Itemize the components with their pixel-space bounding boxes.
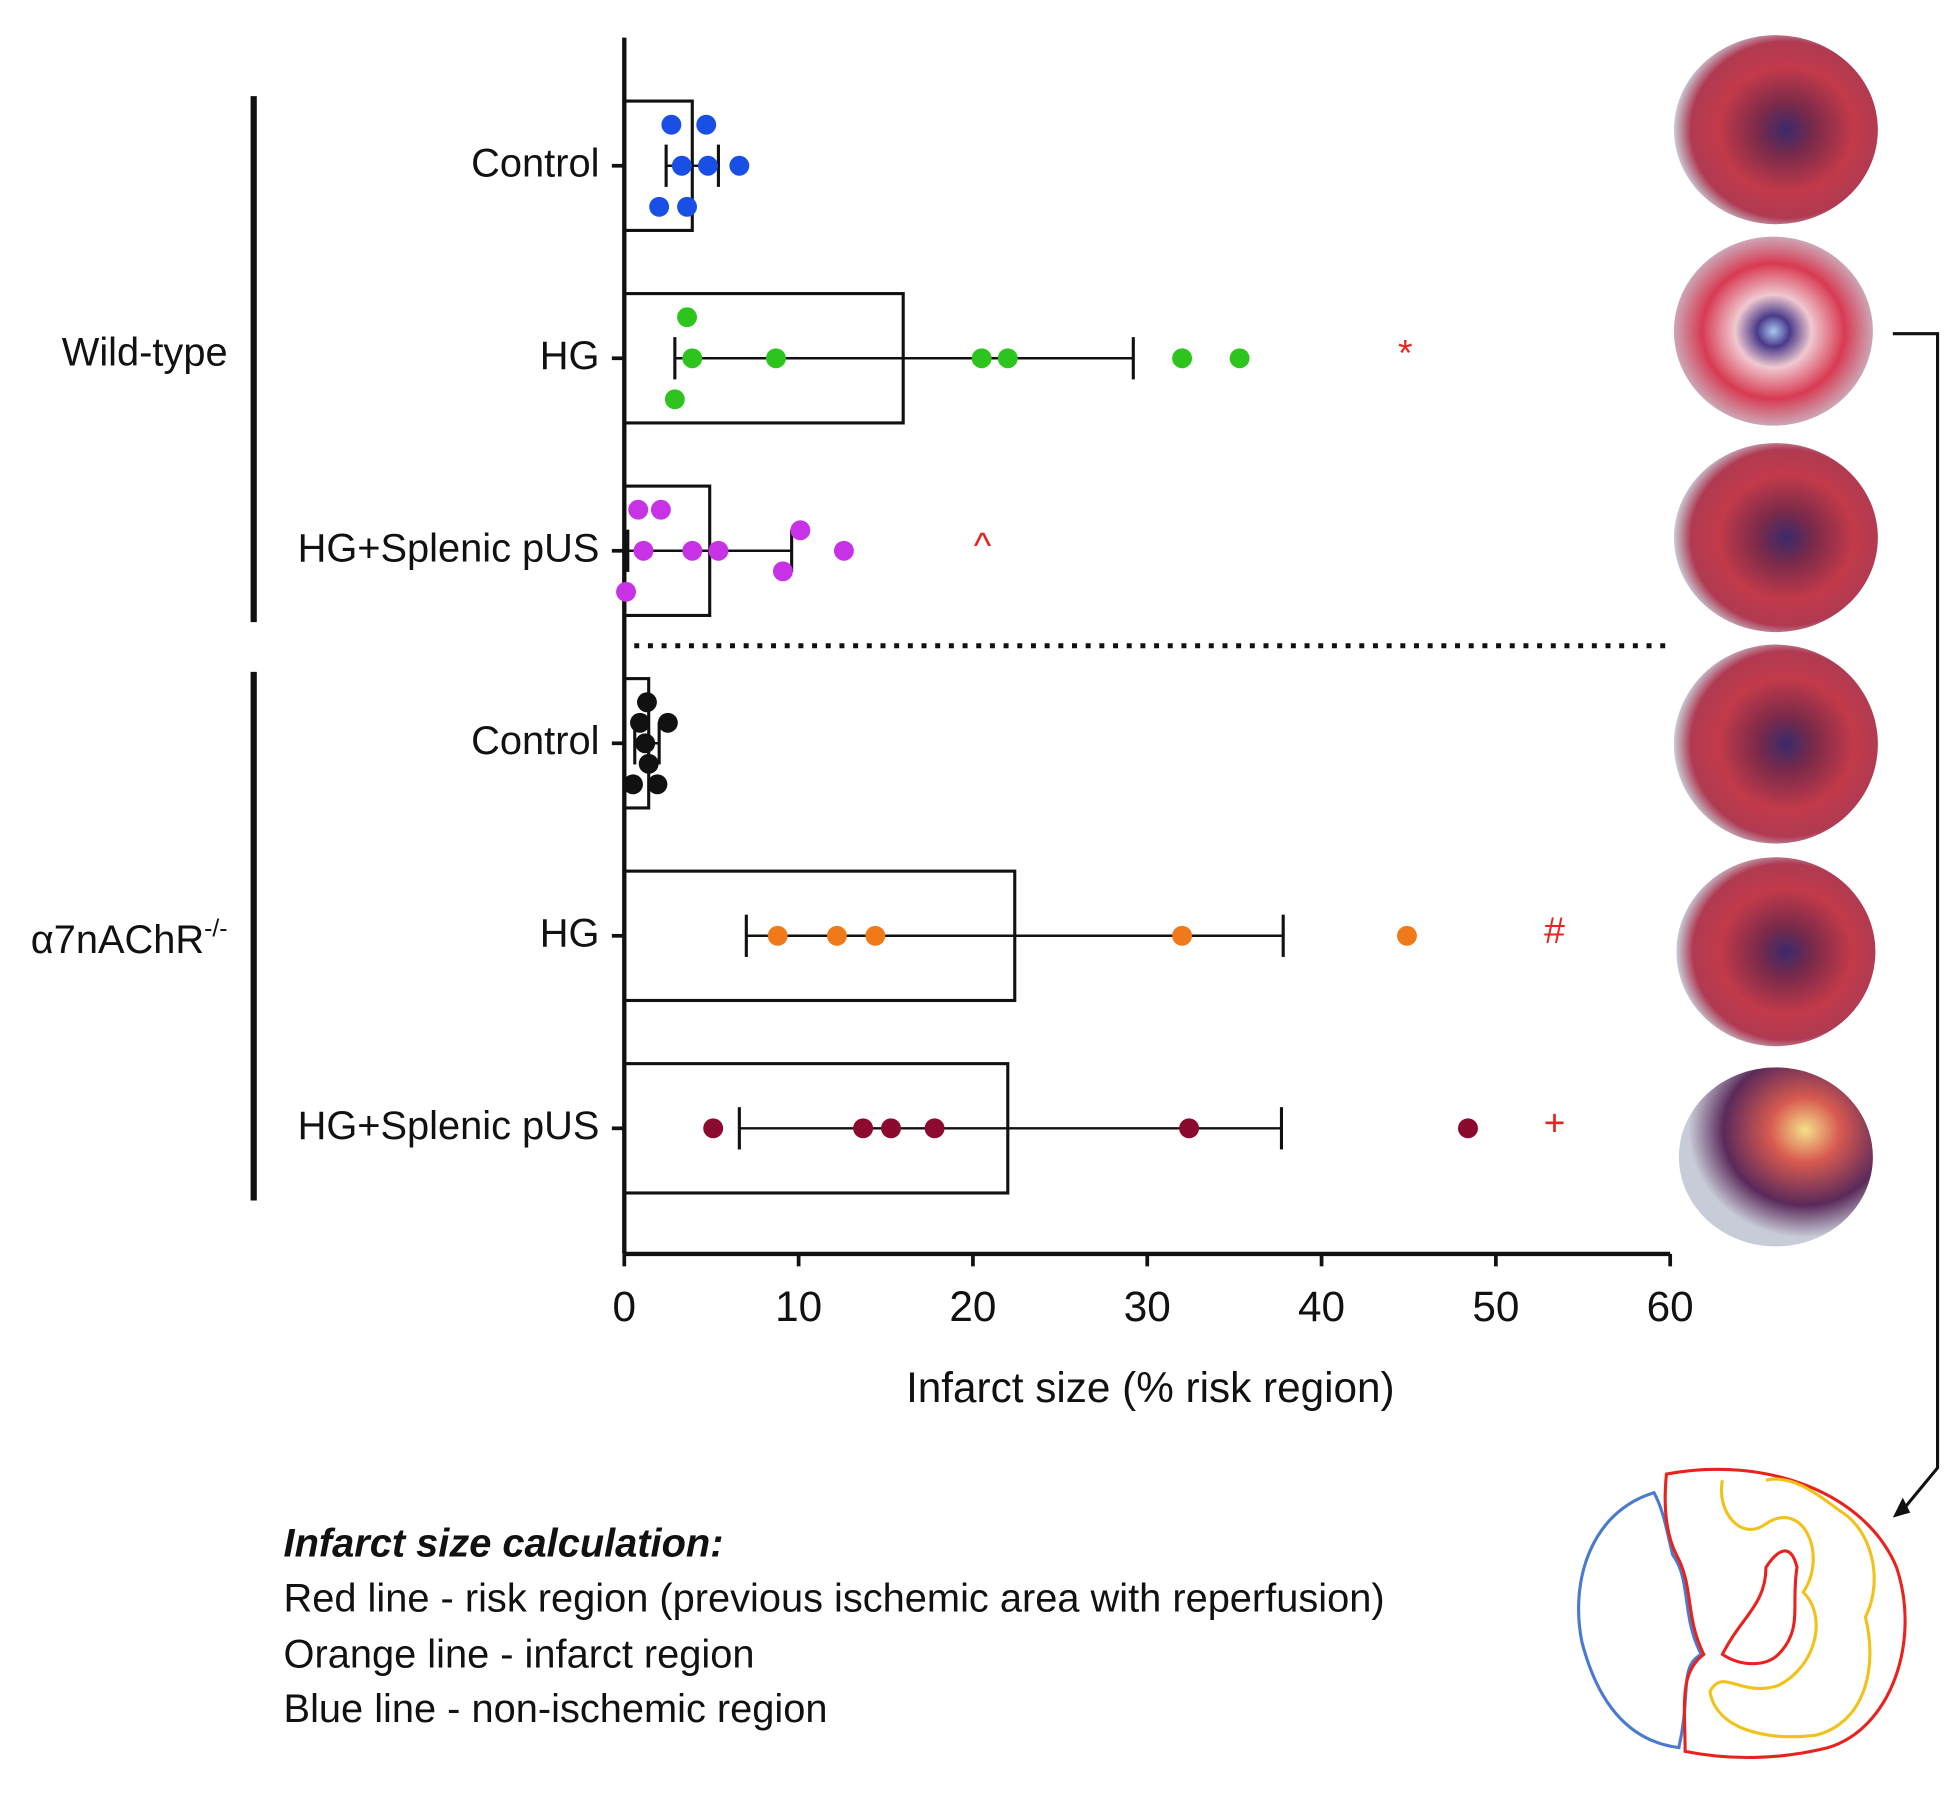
data-point: [827, 925, 847, 946]
infarct-diagram: [1577, 1467, 1907, 1760]
notes-title: Infarct size calculation:: [284, 1522, 724, 1566]
x-tick-label: 0: [613, 1283, 637, 1330]
x-tick-label: 60: [1647, 1283, 1694, 1330]
data-point: [997, 348, 1018, 369]
data-point: [623, 774, 643, 795]
data-point: [677, 307, 698, 328]
x-tick-label: 20: [949, 1283, 996, 1330]
data-point: [657, 712, 678, 733]
significance-marker: ^: [974, 524, 992, 566]
significance-marker: #: [1544, 909, 1565, 951]
data-point: [671, 155, 692, 176]
notes-line: Blue line - non-ischemic region: [284, 1687, 828, 1731]
x-tick-label: 50: [1472, 1283, 1519, 1330]
heart-image: [1673, 443, 1878, 633]
arrow-head: [1892, 1497, 1911, 1518]
data-point: [833, 540, 854, 561]
data-point: [630, 712, 650, 733]
heart-image: [1673, 644, 1878, 844]
data-point: [971, 348, 992, 369]
data-point: [767, 925, 788, 946]
data-point: [661, 114, 682, 135]
heart-image: [1673, 35, 1878, 225]
category-label: Control: [471, 719, 599, 763]
data-point: [924, 1118, 945, 1139]
category-label: HG+Splenic pUS: [298, 526, 600, 570]
heart-images: [1673, 35, 1878, 1247]
category-label: Control: [471, 141, 599, 185]
data-point: [772, 561, 793, 582]
significance-marker: +: [1544, 1102, 1566, 1144]
data-point: [766, 348, 786, 369]
group-label: α7nAChR-/-: [31, 914, 228, 961]
notes-line: Orange line - infarct region: [284, 1632, 755, 1676]
data-point: [1397, 925, 1417, 946]
data-point: [616, 581, 636, 602]
data-point: [664, 389, 685, 410]
data-point: [682, 540, 703, 561]
data-point: [682, 348, 703, 369]
notes: Infarct size calculation: Red line - ris…: [284, 1522, 1385, 1731]
data-point: [790, 520, 811, 541]
data-point: [1229, 348, 1250, 369]
data-point: [638, 753, 659, 774]
data-point: [647, 774, 668, 795]
data-point: [1172, 925, 1193, 946]
category-label: HG: [540, 911, 600, 955]
data-point: [637, 692, 657, 713]
notes-line: Red line - risk region (previous ischemi…: [284, 1576, 1385, 1620]
x-tick-label: 10: [775, 1283, 822, 1330]
data-point: [1172, 348, 1193, 369]
data-point: [1179, 1118, 1200, 1139]
arrow: [1892, 332, 1940, 1512]
heart-image: [1678, 1067, 1873, 1247]
data-point: [635, 733, 656, 754]
data-point: [1458, 1118, 1478, 1139]
group-label: Wild-type: [62, 330, 228, 374]
significance-marker: *: [1398, 332, 1413, 374]
category-label: HG: [540, 334, 600, 378]
x-tick-label: 30: [1124, 1283, 1171, 1330]
group-label-sup: -/-: [204, 914, 227, 942]
data-point: [650, 499, 671, 520]
data-point: [649, 196, 670, 217]
data-point: [853, 1118, 874, 1139]
data-point: [633, 540, 654, 561]
data-point: [708, 540, 729, 561]
data-point: [865, 925, 886, 946]
data-point: [696, 114, 717, 135]
x-tick-label: 40: [1298, 1283, 1345, 1330]
data-point: [677, 196, 698, 217]
data-point: [881, 1118, 901, 1139]
data-point: [729, 155, 750, 176]
data-point: [703, 1118, 724, 1139]
x-axis-label: Infarct size (% risk region): [906, 1364, 1395, 1411]
category-label: HG+Splenic pUS: [298, 1104, 600, 1148]
data-point: [698, 155, 718, 176]
data-point: [628, 499, 649, 520]
group-label-main: α7nAChR: [31, 917, 204, 961]
heart-image: [1673, 236, 1873, 426]
heart-image: [1676, 857, 1876, 1047]
